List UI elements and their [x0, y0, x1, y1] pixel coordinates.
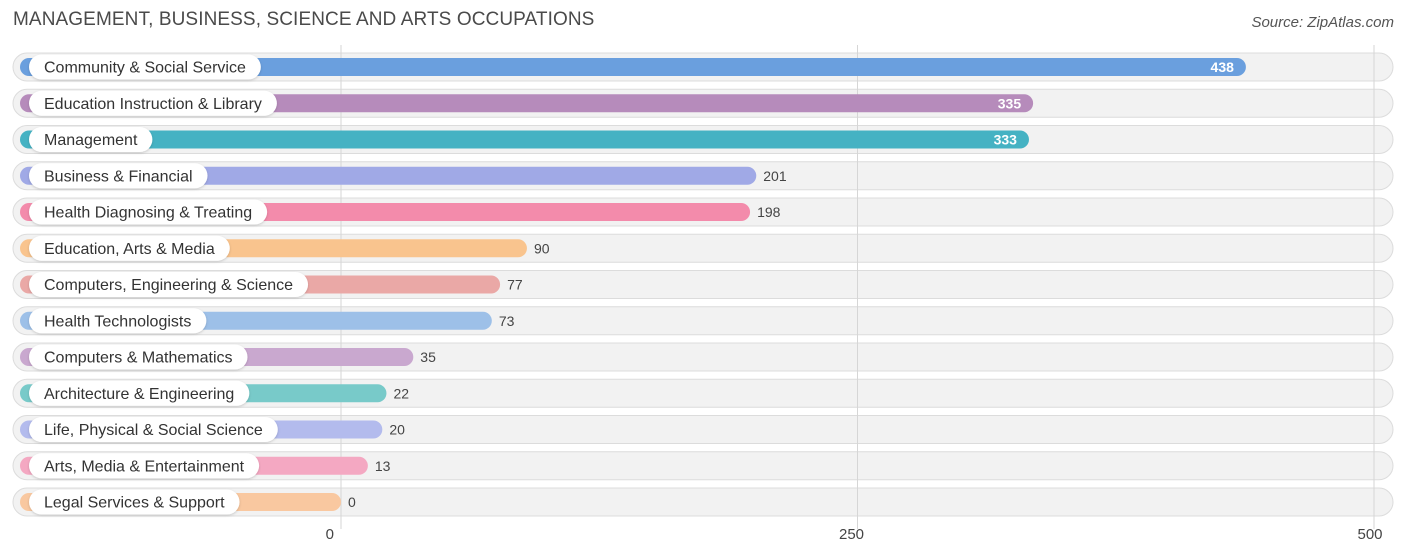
category-label-pill: [29, 489, 240, 515]
category-label: Architecture & Engineering: [44, 386, 234, 403]
value-label: 0: [348, 494, 356, 510]
value-label: 201: [763, 168, 787, 184]
value-label: 13: [375, 458, 391, 474]
category-label-pill: [29, 54, 261, 80]
category-label: Legal Services & Support: [44, 495, 225, 512]
category-label-pill: [29, 163, 208, 189]
value-label: 22: [393, 385, 409, 401]
category-label-pill: [29, 308, 207, 334]
category-label: Computers & Mathematics: [44, 350, 233, 367]
category-label: Business & Financial: [44, 168, 193, 185]
x-tick-label: 0: [326, 526, 334, 543]
value-label: 438: [1211, 59, 1235, 75]
value-label: 20: [389, 422, 405, 438]
value-label: 198: [757, 204, 781, 220]
source-label: Source: ZipAtlas.com: [1251, 14, 1394, 31]
category-label-pill: [29, 90, 277, 116]
category-label: Arts, Media & Entertainment: [44, 458, 245, 475]
category-label-pill: [29, 235, 230, 261]
category-label: Computers, Engineering & Science: [44, 277, 293, 294]
category-label-pill: [29, 199, 268, 225]
category-label-pill: [29, 453, 260, 479]
category-label: Health Technologists: [44, 313, 191, 330]
category-label-pill: [29, 344, 248, 370]
chart-title: MANAGEMENT, BUSINESS, SCIENCE AND ARTS O…: [13, 9, 595, 30]
category-label-pill: [29, 272, 309, 297]
category-label: Education Instruction & Library: [44, 96, 262, 113]
value-label: 333: [994, 132, 1018, 148]
value-label: 335: [998, 95, 1022, 111]
row-background: [12, 487, 1394, 517]
category-label-pill: [29, 380, 250, 406]
category-label: Community & Social Service: [44, 60, 246, 77]
value-label: 35: [420, 349, 436, 365]
bar: [20, 58, 1246, 76]
value-label: 73: [499, 313, 515, 329]
category-label: Management: [44, 132, 138, 149]
value-label: 77: [507, 277, 523, 293]
category-label-pill: [29, 127, 153, 152]
x-tick-label: 250: [839, 526, 864, 543]
category-label-pill: [29, 417, 278, 442]
value-label: 90: [534, 240, 550, 256]
x-tick-label: 500: [1357, 526, 1382, 543]
category-label: Education, Arts & Media: [44, 241, 215, 258]
bar: [20, 130, 1029, 149]
category-label: Health Diagnosing & Treating: [44, 205, 252, 222]
category-label: Life, Physical & Social Science: [44, 422, 263, 439]
